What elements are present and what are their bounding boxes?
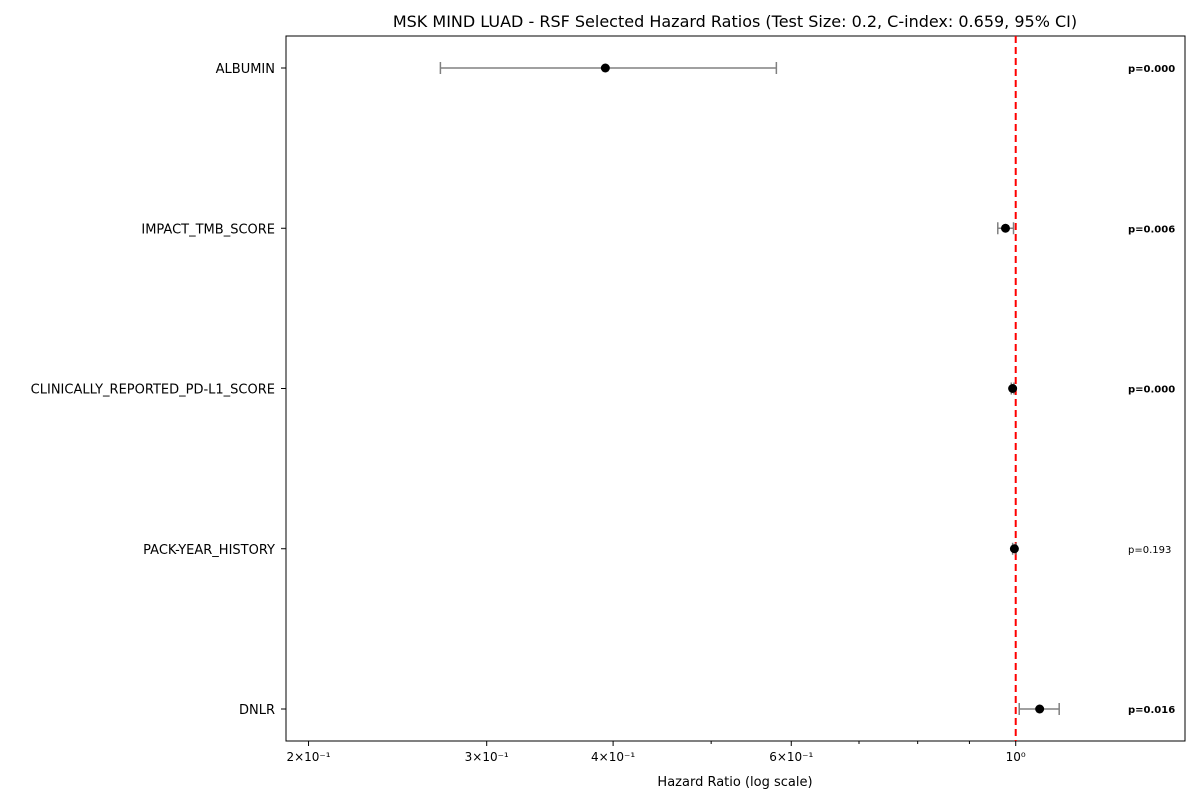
x-tick-label: 10⁰ bbox=[1006, 750, 1026, 764]
p-value-label: p=0.016 bbox=[1128, 705, 1175, 716]
plot-area bbox=[285, 35, 1186, 742]
chart-marks: 2×10⁻¹ 3×10⁻¹ 4×10⁻¹ 6×10⁻¹ 10⁰ ALBUMIN p=0.00… bbox=[31, 36, 1175, 764]
y-tick-label: PACK-YEAR_HISTORY bbox=[143, 543, 275, 558]
p-value-label: p=0.193 bbox=[1128, 545, 1171, 556]
p-value-label: p=0.000 bbox=[1128, 385, 1175, 396]
chart-title: MSK MIND LUAD - RSF Selected Hazard Rati… bbox=[393, 12, 1077, 31]
x-tick-label: 4×10⁻¹ bbox=[591, 750, 635, 764]
y-tick-label: CLINICALLY_REPORTED_PD-L1_SCORE bbox=[31, 383, 275, 398]
hazard-ratio-point bbox=[1035, 704, 1045, 714]
y-tick-label: DNLR bbox=[239, 703, 275, 718]
y-tick-label: ALBUMIN bbox=[216, 62, 275, 77]
hazard-ratio-point bbox=[1000, 223, 1010, 233]
x-tick-label: 3×10⁻¹ bbox=[465, 750, 509, 764]
x-axis-label: Hazard Ratio (log scale) bbox=[657, 775, 812, 790]
p-value-label: p=0.000 bbox=[1128, 64, 1175, 75]
x-tick-label: 2×10⁻¹ bbox=[286, 750, 330, 764]
hazard-ratio-point bbox=[600, 63, 610, 73]
y-tick-label: IMPACT_TMB_SCORE bbox=[141, 222, 275, 237]
hazard-ratio-point bbox=[1009, 544, 1019, 554]
x-tick-label: 6×10⁻¹ bbox=[769, 750, 813, 764]
hazard-ratio-point bbox=[1008, 384, 1018, 393]
p-value-label: p=0.006 bbox=[1128, 224, 1175, 235]
